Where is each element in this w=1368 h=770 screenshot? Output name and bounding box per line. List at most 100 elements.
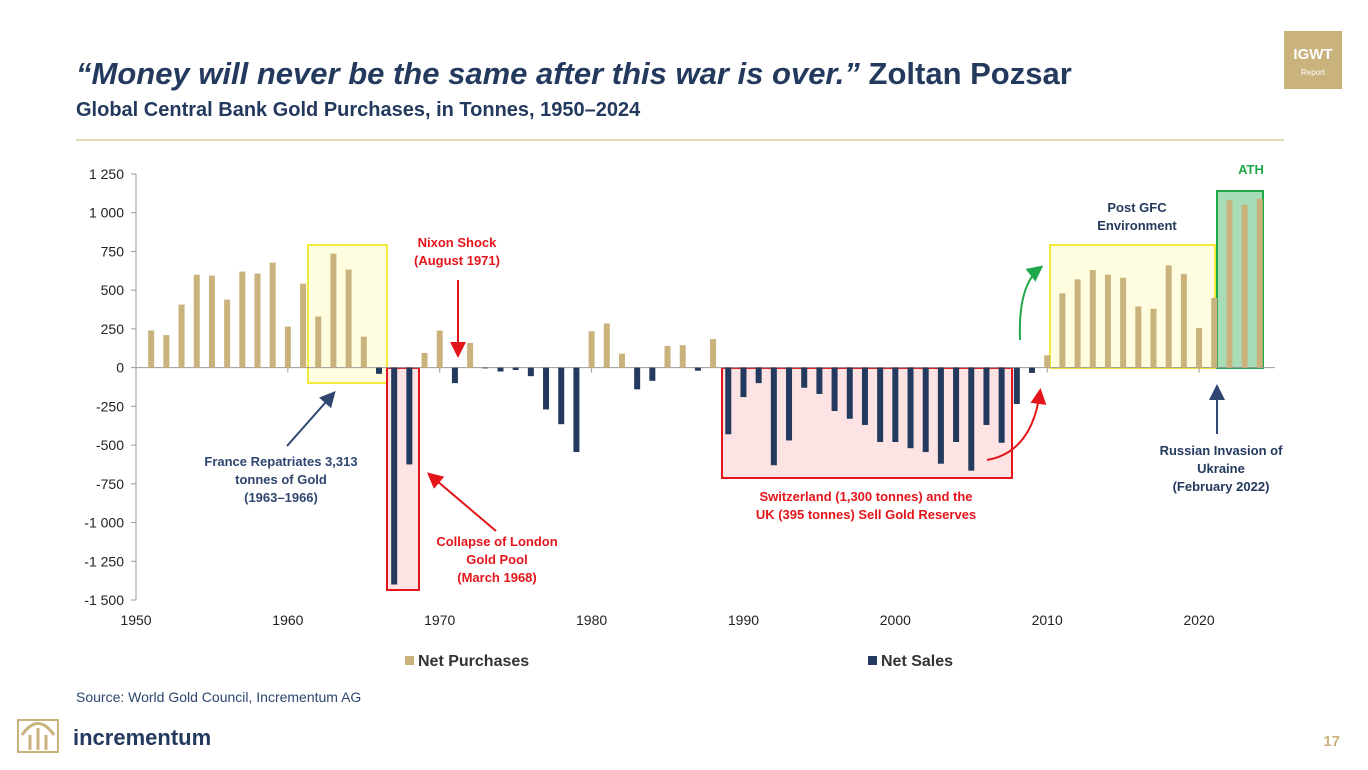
bar [1150, 308, 1157, 368]
y-tick-label: -250 [96, 398, 124, 414]
bar [937, 367, 944, 464]
bar [998, 367, 1005, 443]
ath-box [1216, 190, 1264, 369]
annotation-line: (August 1971) [414, 253, 500, 268]
bar [315, 316, 322, 368]
bar [1226, 200, 1233, 368]
bar [892, 367, 899, 442]
title-author: Zoltan Pozsar [869, 56, 1072, 91]
annotation: Switzerland (1,300 tonnes) and the UK (39… [756, 489, 976, 522]
annotation-line: ATH [1238, 162, 1264, 177]
x-tick-label: 1990 [728, 612, 759, 628]
bar [1059, 293, 1066, 368]
annotation-line: Collapse of London [436, 534, 557, 549]
logo-icon [17, 719, 59, 753]
bar [786, 367, 793, 441]
y-tick-label: -500 [96, 437, 124, 453]
annotation-line: (March 1968) [457, 570, 536, 585]
legend-label: Net Purchases [418, 653, 529, 670]
bar [801, 367, 808, 388]
bar [193, 274, 200, 368]
annotation-line: Post GFC [1107, 200, 1167, 215]
bar [725, 367, 732, 435]
bar [451, 367, 458, 384]
bar [1089, 270, 1096, 368]
bar [953, 367, 960, 442]
bar [968, 367, 975, 471]
plot: -1 500 -1 250 -1 000 -750 -500 -250 0 250 500 750… [84, 166, 1275, 628]
bar [512, 367, 519, 370]
y-tick-label: 0 [116, 360, 124, 376]
bar [907, 367, 914, 449]
bar [618, 353, 625, 368]
bar [710, 338, 717, 368]
bar [543, 367, 550, 410]
y-tick-label: -1 500 [84, 592, 124, 608]
annotation: Post GFC Environment [1097, 200, 1177, 233]
bar [421, 352, 428, 368]
bar [1165, 265, 1172, 368]
annotation-line: UK (395 tonnes) Sell Gold Reserves [756, 507, 976, 522]
y-tick-label: 1 000 [89, 205, 124, 221]
bar [239, 271, 246, 368]
bar [224, 299, 231, 368]
bar [1120, 277, 1127, 368]
bar [406, 367, 413, 465]
bar [330, 253, 337, 368]
bar [1013, 367, 1020, 405]
y-tick-label: 250 [101, 321, 125, 337]
arrow [986, 388, 1047, 461]
annotation-line: Nixon Shock [418, 235, 498, 250]
bar [178, 304, 185, 368]
annotation-line: Switzerland (1,300 tonnes) and the [759, 489, 972, 504]
y-tick-label: 1 250 [89, 166, 124, 182]
bar [148, 330, 155, 368]
bar [1211, 297, 1218, 368]
y-tick-label: 750 [101, 243, 125, 259]
bar [755, 367, 762, 384]
bar [1044, 355, 1051, 368]
annotation-line: (1963–1966) [244, 490, 318, 505]
bar [816, 367, 823, 394]
subtitle: Global Central Bank Gold Purchases, in T… [76, 99, 641, 121]
annotation: Collapse of London Gold Pool (March 1968) [436, 534, 557, 585]
bar [482, 367, 489, 369]
brand: incrementum [73, 725, 211, 750]
bar [603, 323, 610, 368]
bar [436, 330, 443, 368]
bar [1241, 204, 1248, 368]
bar [573, 367, 580, 453]
bar [770, 367, 777, 466]
annotation-line: Environment [1097, 218, 1177, 233]
bar [922, 367, 929, 453]
bar [254, 273, 261, 368]
legend-swatch [868, 656, 877, 665]
bar [1074, 279, 1081, 368]
bar [467, 342, 474, 368]
bar [634, 367, 641, 390]
bar [649, 367, 656, 381]
annotation-line: Gold Pool [466, 552, 527, 567]
bar [588, 331, 595, 368]
bar [269, 262, 276, 368]
annotation: France Repatriates 3,313 tonnes of Gold (1… [204, 454, 357, 505]
arrow [286, 391, 336, 447]
badge [1284, 31, 1342, 89]
y-tick-label: -750 [96, 476, 124, 492]
arrow [1018, 265, 1044, 341]
bar [983, 367, 990, 425]
bar [300, 283, 307, 368]
bar [558, 367, 565, 425]
bar [360, 336, 367, 368]
title-quote: “Money will never be the same after this… [76, 56, 860, 91]
title: “Money will never be the same after this… [76, 56, 1072, 91]
x-tick-label: 2010 [1032, 612, 1063, 628]
bar [831, 367, 838, 412]
annotation: Nixon Shock (August 1971) [414, 235, 500, 268]
y-tick-label: -1 250 [84, 553, 124, 569]
x-tick-label: 1980 [576, 612, 607, 628]
annotation-line: France Repatriates 3,313 [204, 454, 357, 469]
legend-label: Net Sales [881, 653, 953, 670]
